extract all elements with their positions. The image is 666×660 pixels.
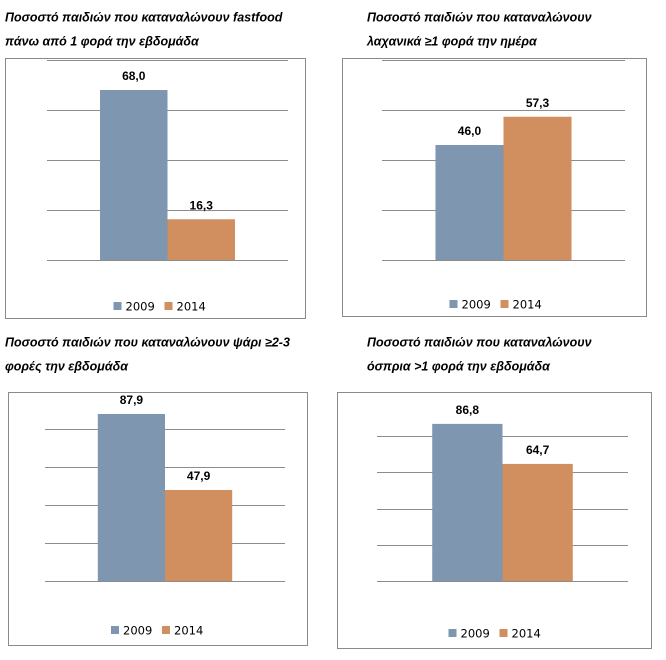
value-label: 87,9 [120, 393, 144, 407]
chart-title: Ποσοστό παιδιών που καταναλώνουν ψάρι ≥2… [5, 335, 290, 349]
value-label: 57,3 [526, 96, 550, 110]
value-label: 47,9 [187, 469, 211, 483]
value-label: 68,0 [122, 69, 146, 83]
chart-title: όσπρια >1 φορά την εβδομάδα [367, 359, 551, 373]
legend-swatch [499, 629, 508, 637]
chart-title: πάνω από 1 φορά την εβδομάδα [5, 34, 200, 48]
bar [167, 219, 235, 260]
legend-label: 2009 [126, 300, 155, 314]
bar [502, 463, 573, 581]
value-label: 64,7 [526, 443, 550, 457]
legend-swatch [162, 626, 170, 634]
legend-swatch [164, 302, 173, 310]
legend-label: 2014 [177, 300, 206, 314]
value-label: 46,0 [458, 124, 482, 138]
legend-label: 2014 [513, 298, 542, 312]
legend-label: 2009 [123, 624, 152, 638]
chart-title: Ποσοστό παιδιών που καταναλώνουν fastfoo… [5, 10, 283, 24]
chart-title: φορές την εβδομάδα [5, 359, 129, 373]
legend-swatch [111, 626, 119, 634]
chart-title: λαχανικά ≥1 φορά την ημέρα [366, 34, 538, 48]
legend-swatch [449, 300, 458, 308]
bar [503, 116, 572, 260]
legend-swatch [113, 302, 122, 310]
bar [97, 413, 165, 581]
value-label: 16,3 [190, 198, 214, 212]
bar [432, 423, 503, 581]
bar [435, 145, 504, 260]
bar [165, 489, 233, 581]
legend-label: 2014 [174, 624, 203, 638]
legend-swatch [448, 629, 457, 637]
legend-label: 2014 [512, 627, 541, 641]
chart-title: Ποσοστό παιδιών που καταναλώνουν [367, 335, 592, 349]
legend-label: 2009 [461, 627, 490, 641]
legend-label: 2009 [462, 298, 491, 312]
chart-title: Ποσοστό παιδιών που καταναλώνουν [367, 10, 592, 24]
value-label: 86,8 [456, 403, 480, 417]
bar [100, 90, 168, 260]
legend-swatch [500, 300, 509, 308]
